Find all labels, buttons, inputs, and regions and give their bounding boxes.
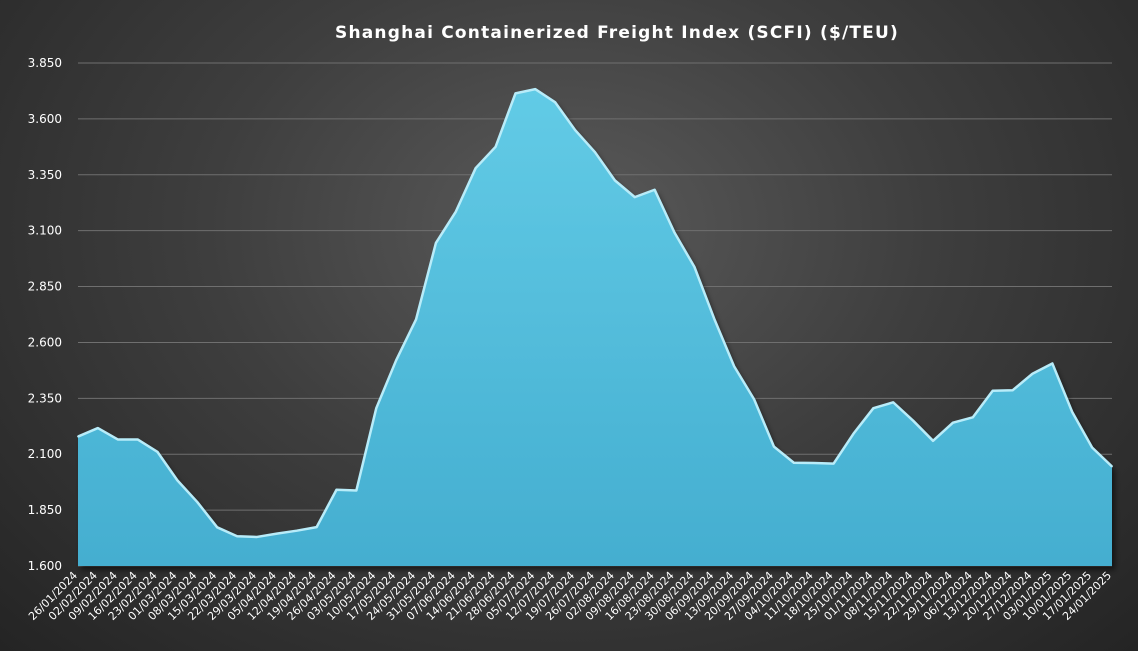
data-point <box>693 265 696 268</box>
data-point <box>1051 362 1054 365</box>
data-point <box>971 416 974 419</box>
data-point <box>594 151 596 154</box>
data-point <box>991 389 994 392</box>
data-point <box>872 407 875 410</box>
data-point <box>812 462 815 464</box>
data-point <box>474 167 477 169</box>
data-point <box>514 92 517 95</box>
data-point <box>236 535 238 538</box>
data-point <box>554 101 557 104</box>
x-axis-ticks: 26/01/202402/02/202409/02/202416/02/2024… <box>26 569 1114 623</box>
y-tick-label: 3.600 <box>28 112 62 126</box>
data-point <box>335 488 338 491</box>
data-point <box>196 501 199 503</box>
data-point <box>176 479 179 482</box>
data-point <box>852 432 855 435</box>
area-fill <box>78 89 1112 566</box>
data-point <box>932 439 934 442</box>
data-point <box>832 462 835 465</box>
data-point <box>1011 389 1014 392</box>
data-point <box>713 318 716 320</box>
data-point <box>275 532 278 535</box>
data-point <box>1111 465 1113 468</box>
data-point <box>494 145 497 148</box>
y-tick-label: 1.600 <box>28 559 62 573</box>
y-tick-label: 3.350 <box>28 168 62 182</box>
data-point <box>633 196 636 199</box>
data-point <box>315 526 318 528</box>
data-point <box>415 318 417 321</box>
data-point <box>454 210 457 213</box>
data-point <box>753 398 755 401</box>
data-point <box>216 526 219 529</box>
data-point <box>733 365 736 368</box>
data-point <box>1091 446 1094 449</box>
data-point <box>1031 372 1034 375</box>
y-axis-ticks: 1.600 1.850 2.100 2.350 2.600 2.850 3.100 3.350… <box>28 56 62 573</box>
data-point <box>912 419 915 422</box>
data-point <box>156 451 159 453</box>
data-point <box>77 435 79 438</box>
data-point <box>653 188 656 191</box>
data-point <box>1071 411 1074 413</box>
y-tick-label: 2.350 <box>28 391 62 405</box>
data-point <box>116 438 119 441</box>
data-point <box>295 529 298 532</box>
y-tick-label: 2.600 <box>28 335 62 349</box>
data-point <box>574 129 577 131</box>
data-point <box>136 438 139 441</box>
y-tick-label: 3.850 <box>28 56 62 70</box>
data-point <box>792 461 795 464</box>
data-point <box>375 407 378 410</box>
data-point <box>892 401 895 404</box>
data-point <box>613 179 616 182</box>
y-tick-label: 1.850 <box>28 503 62 517</box>
data-point <box>534 88 537 91</box>
data-point <box>673 231 676 234</box>
data-point <box>96 427 99 429</box>
data-point <box>435 242 437 244</box>
data-point <box>952 421 954 424</box>
chart-title: Shanghai Containerized Freight Index (SC… <box>335 23 899 43</box>
area-series <box>77 87 1113 566</box>
data-point <box>773 445 775 448</box>
y-tick-label: 2.100 <box>28 447 62 461</box>
data-point <box>395 359 398 362</box>
data-point <box>355 489 358 492</box>
y-tick-label: 2.850 <box>28 280 62 294</box>
data-point <box>256 536 258 538</box>
y-tick-label: 3.100 <box>28 224 62 238</box>
